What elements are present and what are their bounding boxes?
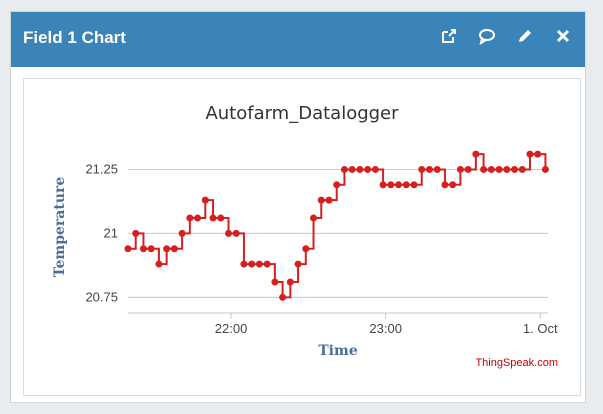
data-point <box>371 165 379 173</box>
open-external-icon[interactable] <box>439 26 459 46</box>
data-point <box>325 196 333 204</box>
data-point <box>387 181 395 189</box>
data-point <box>317 196 325 204</box>
data-point <box>480 165 488 173</box>
series-step-line <box>128 153 547 299</box>
widget-header: Field 1 Chart <box>11 12 585 67</box>
y-tick-label: 20.75 <box>85 289 118 304</box>
data-point <box>526 150 534 158</box>
y-axis-title: Temperature <box>52 177 68 278</box>
data-point <box>364 165 372 173</box>
chart-svg: 20.75 21 21.25 22:00 23:00 1. Oct Time Temperat… <box>52 150 558 359</box>
data-point <box>209 214 217 222</box>
data-point <box>255 260 263 268</box>
data-point <box>503 165 511 173</box>
data-point <box>186 214 194 222</box>
data-point <box>163 245 171 253</box>
data-point <box>147 245 155 253</box>
data-point <box>155 260 163 268</box>
y-tick-label: 21 <box>104 225 118 240</box>
data-point <box>340 165 348 173</box>
data-point <box>224 229 232 237</box>
data-point <box>271 278 279 286</box>
data-point <box>294 260 302 268</box>
data-point <box>279 293 287 301</box>
data-point <box>425 165 433 173</box>
data-point <box>541 165 549 173</box>
data-point <box>178 229 186 237</box>
chart-frame: Autofarm_Datalogger 20.75 21 21.25 22:00 23:… <box>23 78 581 396</box>
data-point <box>333 181 341 189</box>
data-point <box>217 214 225 222</box>
close-icon[interactable] <box>553 26 573 46</box>
edit-pencil-icon[interactable] <box>515 26 535 46</box>
data-point <box>248 260 256 268</box>
data-point <box>310 214 318 222</box>
data-point <box>356 165 364 173</box>
data-point <box>124 245 132 253</box>
data-point <box>232 229 240 237</box>
data-point <box>511 165 519 173</box>
data-point <box>495 165 503 173</box>
comment-icon[interactable] <box>477 26 497 46</box>
data-point <box>402 181 410 189</box>
data-point <box>348 165 356 173</box>
credit-link[interactable]: ThingSpeak.com <box>475 357 558 369</box>
data-point <box>302 245 310 253</box>
widget-title: Field 1 Chart <box>23 28 126 47</box>
data-point <box>534 150 542 158</box>
data-point <box>456 165 464 173</box>
x-tick-label: 23:00 <box>369 321 402 336</box>
chart-title: Autofarm_Datalogger <box>205 103 399 124</box>
data-point <box>410 181 418 189</box>
data-point <box>240 260 248 268</box>
widget-actions <box>439 26 573 46</box>
data-point <box>518 165 526 173</box>
data-point <box>379 181 387 189</box>
data-point <box>170 245 178 253</box>
x-axis-title: Time <box>318 343 358 359</box>
data-point <box>201 196 209 204</box>
data-point <box>449 181 457 189</box>
y-tick-label: 21.25 <box>85 161 118 176</box>
data-point <box>472 150 480 158</box>
data-point <box>441 181 449 189</box>
data-point <box>433 165 441 173</box>
data-point <box>487 165 495 173</box>
data-point <box>263 260 271 268</box>
data-point <box>132 229 140 237</box>
data-point <box>418 165 426 173</box>
data-point <box>286 278 294 286</box>
data-point <box>139 245 147 253</box>
data-point <box>395 181 403 189</box>
x-tick-label: 1. Oct <box>523 321 558 336</box>
chart-widget: Field 1 Chart Autofarm_Datalogger 20.75 2… <box>10 11 586 403</box>
data-point <box>464 165 472 173</box>
data-point <box>194 214 202 222</box>
x-tick-label: 22:00 <box>215 321 248 336</box>
